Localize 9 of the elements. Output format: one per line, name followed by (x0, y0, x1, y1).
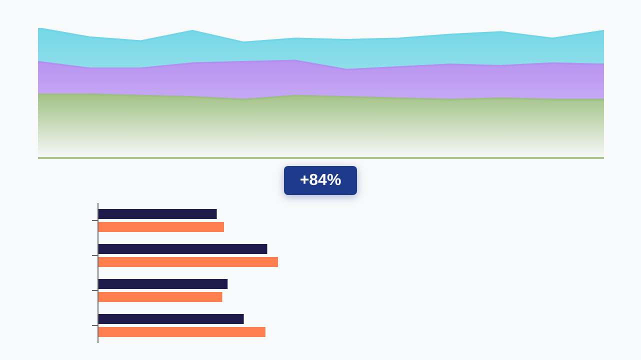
bar (98, 327, 266, 337)
bar (98, 279, 228, 289)
text: +84% (284, 166, 357, 195)
bar (98, 257, 278, 267)
bar (98, 209, 217, 219)
bar (98, 314, 244, 324)
bar (98, 244, 268, 254)
bar (98, 292, 222, 302)
bar (98, 222, 224, 232)
